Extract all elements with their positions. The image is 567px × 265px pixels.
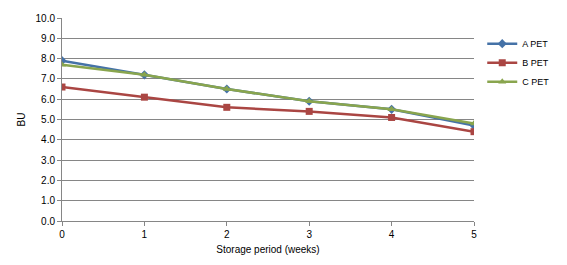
svg-text:8.0: 8.0 [41,53,55,64]
svg-text:10.0: 10.0 [36,13,56,24]
svg-text:0.0: 0.0 [41,216,55,227]
svg-text:A PET: A PET [522,39,548,49]
svg-text:2: 2 [224,229,230,240]
svg-text:6.0: 6.0 [41,94,55,105]
svg-text:BU: BU [16,113,27,127]
svg-text:7.0: 7.0 [41,73,55,84]
svg-text:Storage period (weeks): Storage period (weeks) [216,244,319,255]
svg-text:B PET: B PET [522,58,549,68]
svg-text:9.0: 9.0 [41,33,55,44]
svg-text:4.0: 4.0 [41,134,55,145]
svg-text:5: 5 [471,229,477,240]
svg-text:C PET: C PET [522,77,549,87]
svg-text:5.0: 5.0 [41,114,55,125]
svg-text:4: 4 [389,229,395,240]
svg-text:2.0: 2.0 [41,175,55,186]
svg-text:0: 0 [59,229,65,240]
svg-text:3: 3 [306,229,312,240]
svg-text:1.0: 1.0 [41,195,55,206]
svg-text:3.0: 3.0 [41,155,55,166]
svg-text:1: 1 [142,229,148,240]
